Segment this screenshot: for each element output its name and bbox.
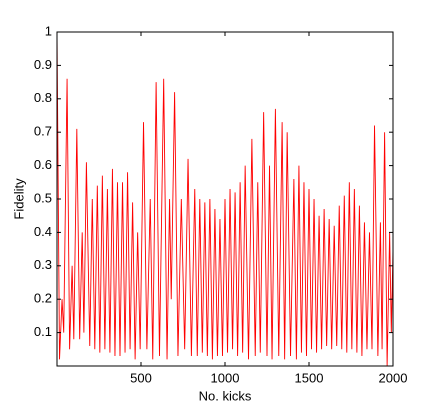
y-axis-label: Fidelity xyxy=(11,178,26,220)
y-tick-label: 0.5 xyxy=(34,190,52,205)
y-tick-label: 0.6 xyxy=(34,157,52,172)
x-tick-label: 1000 xyxy=(211,370,240,385)
y-tick-label: 0.3 xyxy=(34,257,52,272)
y-tick-label: 0.7 xyxy=(34,124,52,139)
y-tick-label: 1 xyxy=(45,23,52,38)
y-tick-label: 0.8 xyxy=(34,90,52,105)
x-axis-label: No. kicks xyxy=(199,388,252,403)
y-tick-label: 0.1 xyxy=(34,324,52,339)
x-tick-label: 2000 xyxy=(379,370,408,385)
y-tick-label: 0.9 xyxy=(34,57,52,72)
x-tick-label: 500 xyxy=(130,370,152,385)
y-tick-label: 0.2 xyxy=(34,291,52,306)
y-tick-label: 0.4 xyxy=(34,224,52,239)
data-line xyxy=(56,31,394,367)
x-tick-label: 1500 xyxy=(295,370,324,385)
